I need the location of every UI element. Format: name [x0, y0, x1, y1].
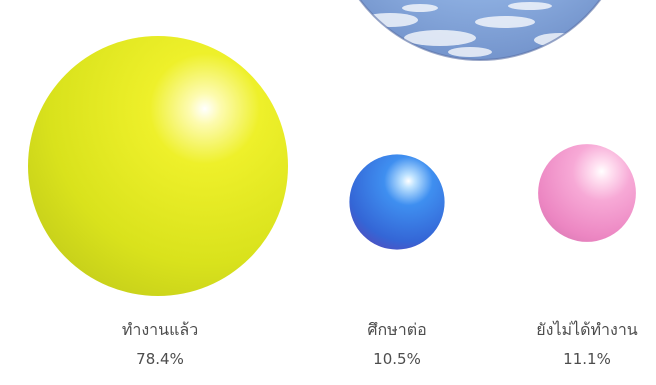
bubble-0: [28, 36, 288, 296]
bubble-1: [349, 154, 445, 250]
category-label-2: ยังไม่ได้ทำงาน: [536, 320, 638, 339]
bubble-2: [538, 144, 636, 242]
category-label-1: ศึกษาต่อ: [367, 320, 427, 339]
value-label-2: 11.1%: [563, 350, 611, 368]
value-label-0: 78.4%: [136, 350, 184, 368]
value-label-1: 10.5%: [373, 350, 421, 368]
sky-globe-decoration: [358, 0, 602, 61]
category-label-0: ทำงานแล้ว: [121, 320, 199, 339]
